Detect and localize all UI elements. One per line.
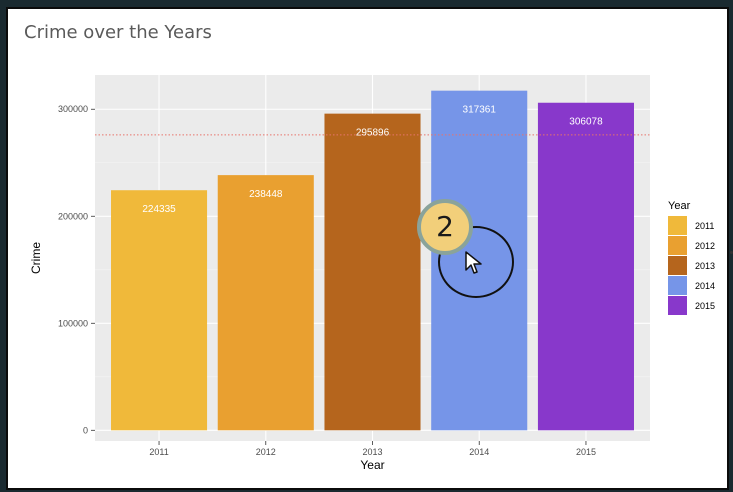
legend-title: Year <box>668 200 691 212</box>
page-title: Crime over the Years <box>24 22 212 43</box>
legend-swatch-2011 <box>668 216 687 235</box>
bar-value-label: 224335 <box>142 204 176 215</box>
edge-dot <box>730 251 733 254</box>
bar-value-label: 306078 <box>569 117 603 128</box>
x-tick-label: 2014 <box>469 447 489 457</box>
legend-swatch-2015 <box>668 296 687 315</box>
legend-swatch-2012 <box>668 236 687 255</box>
legend-label: 2013 <box>695 261 715 271</box>
bar-2013 <box>324 113 421 431</box>
legend-swatch-2013 <box>668 256 687 275</box>
y-axis-title: Crime <box>29 242 43 274</box>
y-tick-label: 100000 <box>58 318 88 328</box>
bar-2012 <box>217 175 314 431</box>
y-tick-label: 200000 <box>58 211 88 221</box>
highlight-ring <box>438 226 514 298</box>
legend-label: 2011 <box>695 221 714 231</box>
step-badge: 2 <box>417 199 473 255</box>
legend-label: 2012 <box>695 241 715 251</box>
legend-label: 2014 <box>695 281 715 291</box>
x-tick-label: 2015 <box>576 447 596 457</box>
x-tick-label: 2013 <box>362 447 382 457</box>
legend-label: 2015 <box>695 301 715 311</box>
bar-2015 <box>537 102 634 431</box>
bar-value-label: 295896 <box>356 128 390 139</box>
bar-2011 <box>111 190 208 431</box>
bar-value-label: 317361 <box>463 105 497 116</box>
legend-swatch-2014 <box>668 276 687 295</box>
pointer-cursor-icon <box>465 251 482 274</box>
y-tick-label: 300000 <box>58 104 88 114</box>
y-tick-label: 0 <box>83 425 88 435</box>
x-axis-title: Year <box>360 458 384 472</box>
x-tick-label: 2011 <box>149 447 168 457</box>
bar-value-label: 238448 <box>249 189 283 200</box>
x-tick-label: 2012 <box>256 447 276 457</box>
